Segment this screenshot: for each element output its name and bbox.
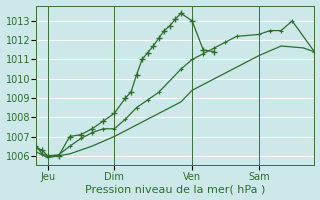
X-axis label: Pression niveau de la mer( hPa ): Pression niveau de la mer( hPa ) bbox=[85, 184, 266, 194]
